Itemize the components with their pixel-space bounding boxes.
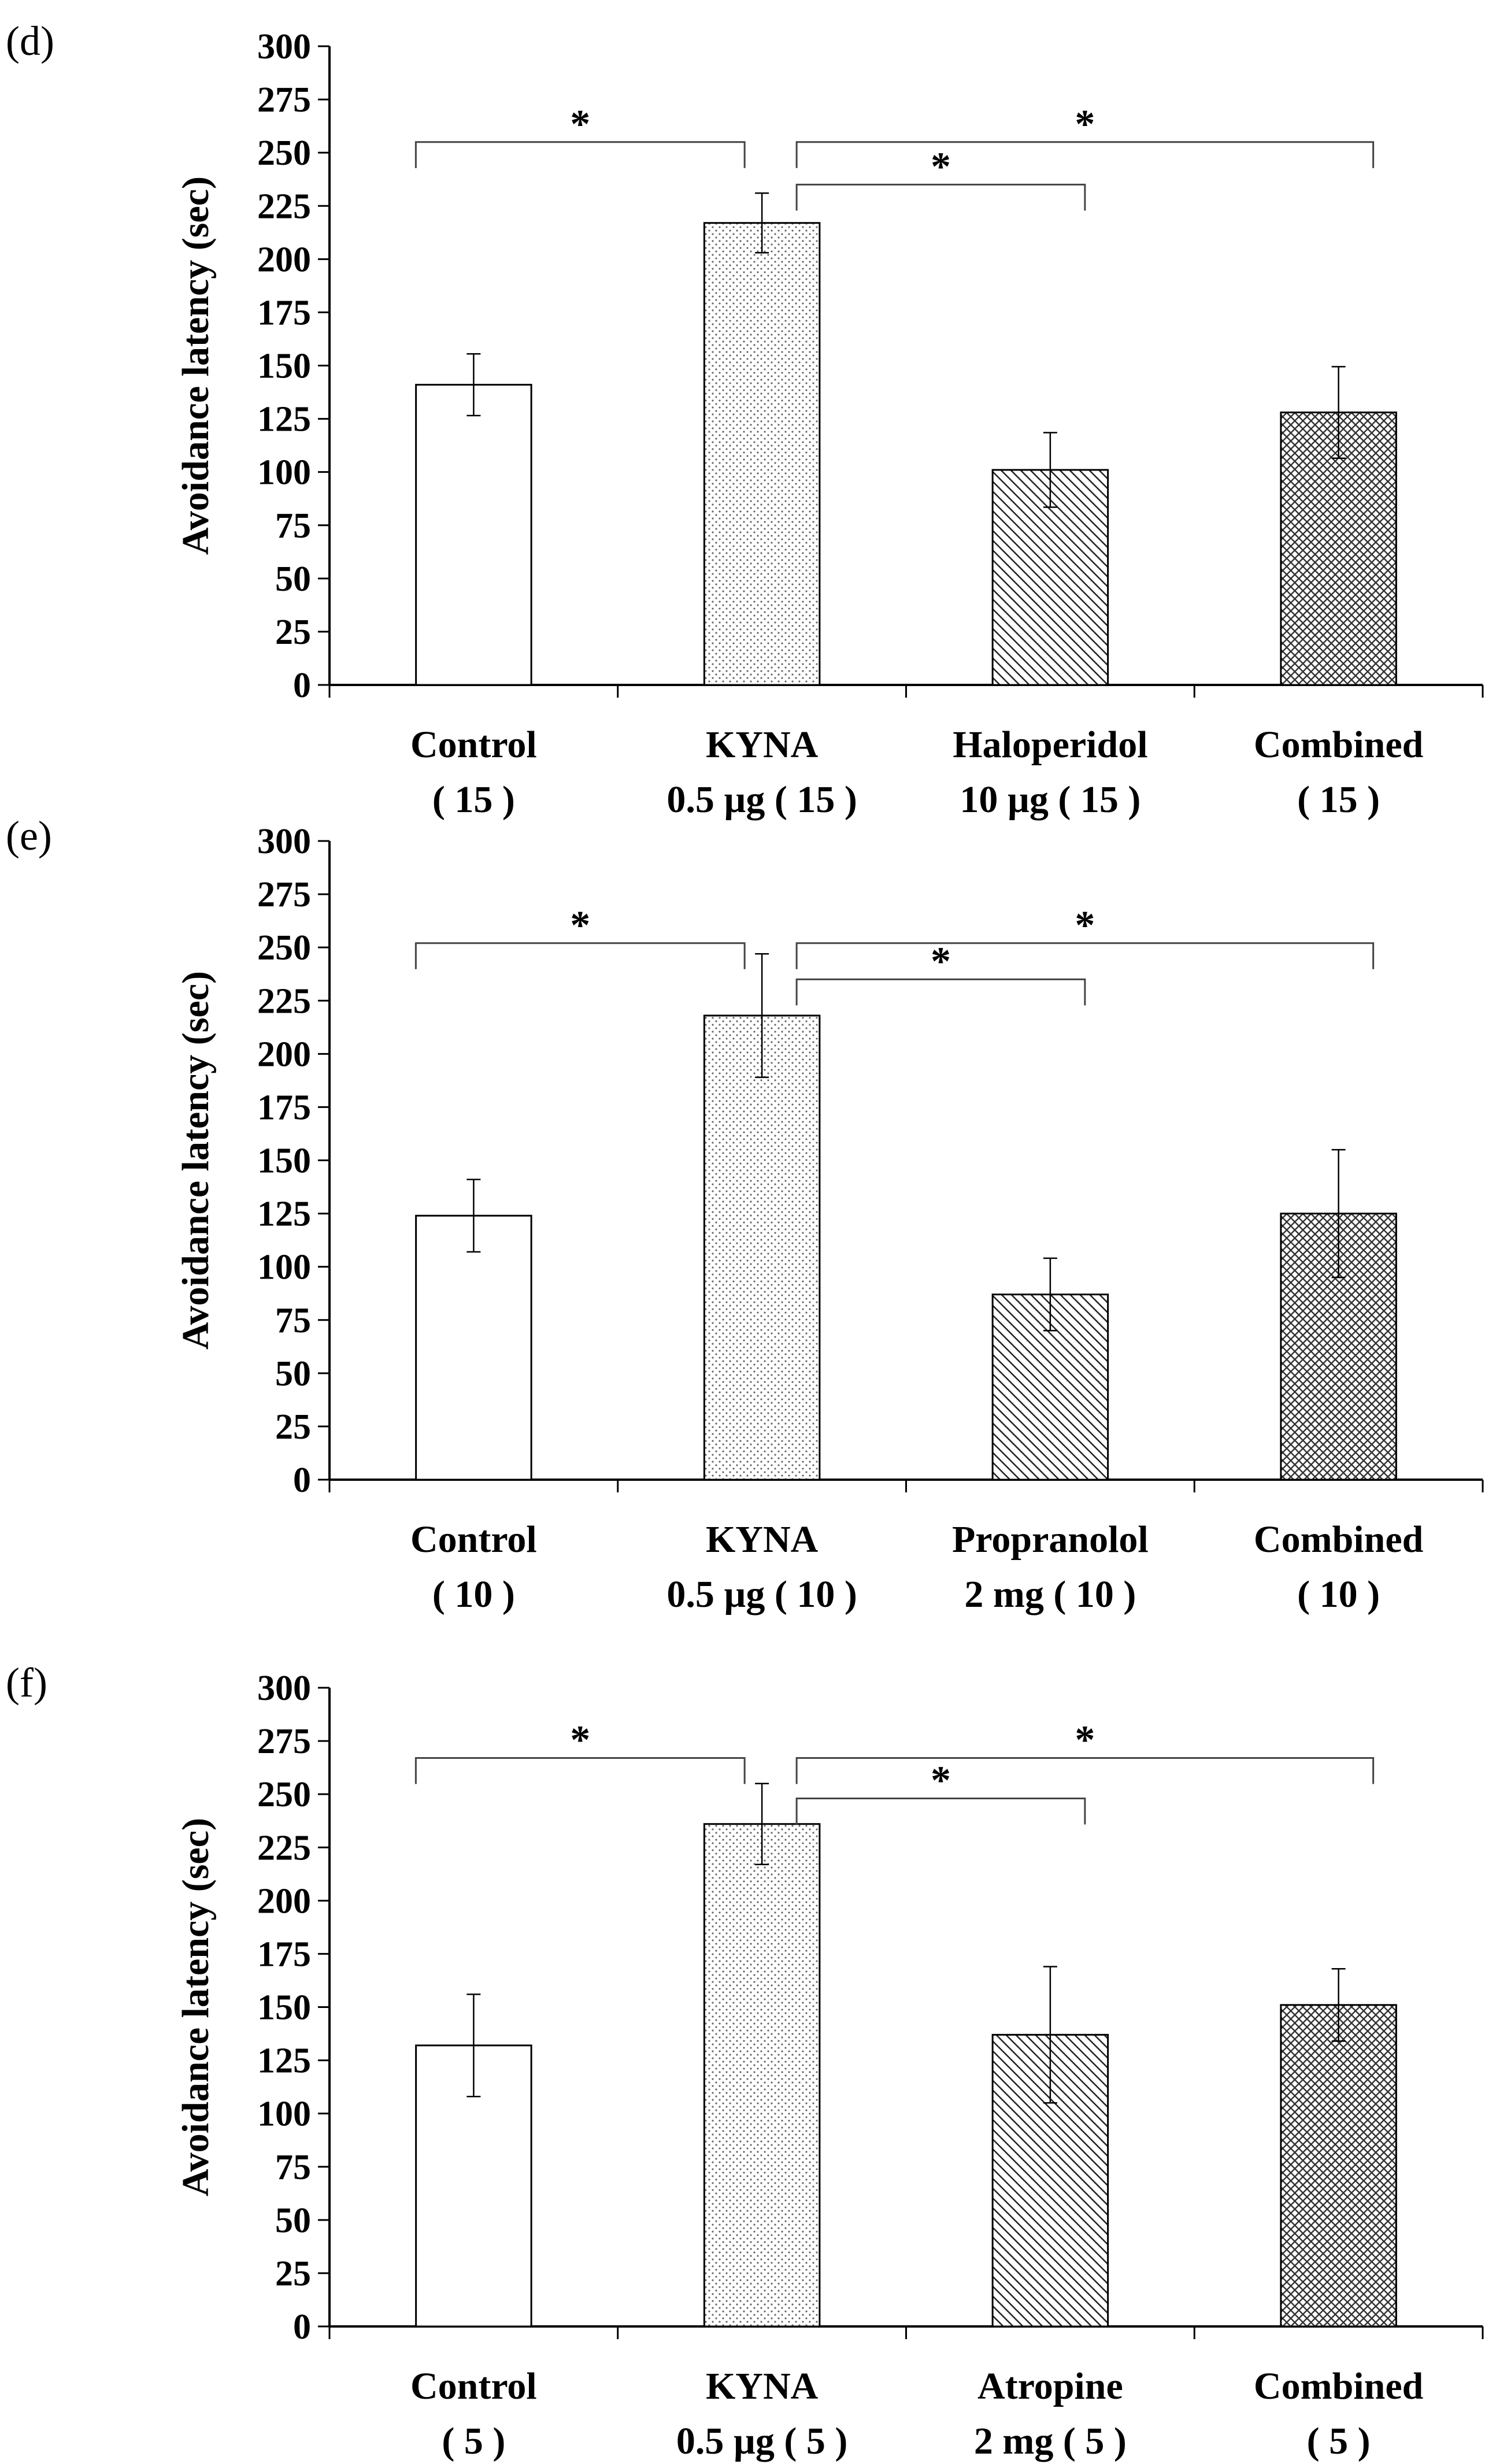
category-count-label: 0.5 µg ( 5 ): [676, 2420, 847, 2462]
y-tick-label: 25: [275, 2254, 311, 2293]
y-tick-label: 300: [257, 822, 311, 861]
y-tick-label: 275: [257, 1722, 311, 1761]
y-tick-label: 300: [257, 1669, 311, 1708]
y-tick-label: 300: [257, 27, 311, 66]
significance-bracket: [795, 978, 1086, 1006]
significance-marker: *: [1075, 1718, 1095, 1763]
y-tick-label: 100: [257, 453, 311, 492]
panel-label: (d): [6, 18, 54, 64]
y-tick-label: 275: [257, 80, 311, 120]
y-tick-label: 200: [257, 240, 311, 279]
significance-marker: *: [931, 1759, 951, 1803]
category-label: Control: [410, 724, 537, 766]
category-label: Combined: [1254, 2365, 1423, 2407]
category-label: Control: [410, 2365, 537, 2407]
significance-marker: *: [570, 102, 590, 147]
category-count-label: ( 5 ): [1307, 2420, 1371, 2462]
significance-bracket: [795, 1798, 1086, 1825]
chart-panel: (e) Avoidance latency (sec) 0 25 50 75 100 125 1…: [6, 813, 1484, 1616]
y-tick-label: 250: [257, 928, 311, 968]
category-count-label: 0.5 µg ( 10 ): [666, 1573, 857, 1616]
panel-label: (e): [6, 813, 52, 859]
y-tick-label: 75: [275, 1301, 311, 1340]
category-label: Atropine: [977, 2365, 1123, 2407]
y-tick-label: 275: [257, 875, 311, 914]
category-count-label: ( 10 ): [432, 1573, 515, 1616]
y-tick-label: 125: [257, 400, 311, 439]
y-tick-label: 50: [275, 2201, 311, 2240]
category-label: Combined: [1254, 724, 1423, 766]
bar-kyna: [703, 222, 821, 686]
chart-panel: (d) Avoidance latency (sec) 0 25 50 75 100 125 1…: [6, 18, 1484, 821]
y-tick-label: 200: [257, 1881, 311, 1921]
category-count-label: ( 10 ): [1297, 1573, 1380, 1616]
y-tick-label: 50: [275, 560, 311, 599]
significance-marker: *: [1075, 102, 1095, 147]
y-tick-label: 75: [275, 506, 311, 546]
category-count-label: ( 15 ): [1297, 779, 1380, 821]
significance-marker: *: [570, 1718, 590, 1763]
significance-bracket: [414, 141, 746, 168]
y-tick-label: 0: [293, 666, 311, 705]
significance-bracket: [795, 183, 1086, 211]
y-tick-label: 175: [257, 1088, 311, 1127]
category-label: Combined: [1254, 1518, 1423, 1561]
bar-control: [415, 384, 532, 686]
y-tick-label: 250: [257, 134, 311, 173]
y-tick-label: 125: [257, 1195, 311, 1234]
category-label: Haloperidol: [953, 724, 1147, 766]
category-count-label: 0.5 µg ( 15 ): [666, 779, 857, 821]
y-tick-label: 0: [293, 1461, 311, 1500]
y-axis-label: Avoidance latency (sec): [175, 1818, 217, 2196]
bar-control: [415, 1214, 532, 1481]
y-tick-label: 250: [257, 1775, 311, 1814]
y-tick-label: 150: [257, 1142, 311, 1181]
y-tick-label: 225: [257, 187, 311, 226]
panel-label: (f): [6, 1659, 47, 1706]
significance-marker: *: [931, 144, 951, 189]
significance-marker: *: [1075, 903, 1095, 948]
bar-kyna: [703, 1014, 821, 1481]
y-tick-label: 200: [257, 1035, 311, 1074]
chart-panel: (f) Avoidance latency (sec) 0 25 50 75 100 125 1…: [6, 1659, 1484, 2462]
y-tick-label: 25: [275, 1407, 311, 1447]
y-tick-label: 150: [257, 1988, 311, 2028]
category-count-label: ( 15 ): [432, 779, 515, 821]
y-tick-label: 75: [275, 2148, 311, 2187]
significance-marker: *: [931, 939, 951, 984]
y-tick-label: 0: [293, 2307, 311, 2347]
y-axis-label: Avoidance latency (sec): [175, 971, 217, 1350]
category-count-label: 2 mg ( 5 ): [974, 2420, 1127, 2462]
y-tick-label: 175: [257, 293, 311, 332]
category-label: KYNA: [706, 2365, 819, 2407]
y-tick-label: 50: [275, 1354, 311, 1394]
y-tick-label: 100: [257, 1248, 311, 1287]
significance-bracket: [795, 1757, 1375, 1784]
y-tick-label: 25: [275, 613, 311, 652]
y-tick-label: 100: [257, 2095, 311, 2134]
y-tick-label: 125: [257, 2041, 311, 2081]
y-tick-label: 150: [257, 347, 311, 386]
category-label: Control: [410, 1518, 537, 1561]
y-axis-label: Avoidance latency (sec): [175, 176, 217, 555]
category-count-label: 2 mg ( 10 ): [964, 1573, 1136, 1616]
bar-combined: [1280, 2004, 1397, 2328]
category-label: KYNA: [706, 724, 819, 766]
category-label: Propranolol: [952, 1518, 1149, 1561]
category-count-label: ( 5 ): [442, 2420, 505, 2462]
category-label: KYNA: [706, 1518, 819, 1561]
y-tick-label: 175: [257, 1935, 311, 1974]
significance-marker: *: [570, 903, 590, 948]
y-tick-label: 225: [257, 981, 311, 1021]
significance-bracket: [414, 942, 746, 969]
bar-kyna: [703, 1823, 821, 2328]
significance-bracket: [795, 141, 1375, 168]
significance-bracket: [795, 942, 1375, 969]
y-tick-label: 225: [257, 1828, 311, 1868]
significance-bracket: [414, 1757, 746, 1784]
category-count-label: 10 µg ( 15 ): [960, 779, 1140, 821]
